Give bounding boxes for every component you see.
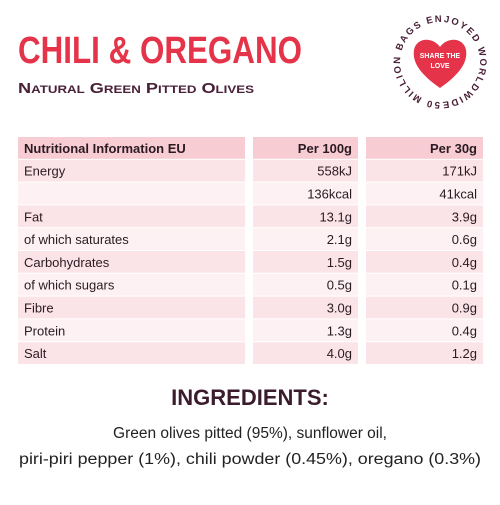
table-cell: [366, 228, 483, 250]
table-cell: [366, 319, 483, 342]
cell-text: 1.3g: [327, 323, 352, 338]
cell-text: 3.9g: [452, 209, 477, 224]
ingredients-heading: INGREDIENTS:: [171, 385, 329, 410]
header-cell: [253, 137, 358, 159]
table-cell: [18, 205, 245, 228]
cell-text: 2.1g: [327, 232, 352, 247]
table-cell: [18, 251, 245, 273]
cell-text: 0.6g: [452, 232, 477, 247]
table-cell: [366, 182, 483, 205]
cell-text: Carbohydrates: [24, 255, 110, 270]
cell-text: 0.9g: [452, 301, 477, 316]
table-cell: [366, 296, 483, 319]
table-cell: [18, 296, 245, 319]
heart: [413, 39, 467, 88]
column-header: Per 30g: [430, 141, 477, 156]
cell-text: 0.5g: [327, 278, 352, 293]
cell-text: Energy: [24, 164, 66, 179]
table-cell: [18, 159, 245, 182]
heart-text: SHARE THE: [420, 53, 461, 60]
table-cell: [253, 182, 358, 205]
nutrition-table: Nutritional Information EU Per 100g Per 30…: [18, 137, 483, 364]
cell-text: 0.4g: [452, 323, 477, 338]
table-cell: [18, 273, 245, 296]
ingredients-text: piri-piri pepper (1%), chili powder (0.4…: [19, 451, 481, 468]
table-cell: [253, 319, 358, 342]
table-cell: [253, 228, 358, 250]
table-cell: [18, 182, 245, 205]
cell-text: 3.0g: [327, 301, 352, 316]
cell-text: 41kcal: [439, 187, 477, 202]
badge: 50 MILLION BAGS ENJOYED WORLDWIDE SHARE …: [391, 11, 489, 110]
title: CHILI & OREGANO: [18, 30, 302, 72]
table-cell: [366, 342, 483, 364]
cell-text: 171kJ: [442, 164, 477, 179]
cell-text: 0.4g: [452, 255, 477, 270]
table-cell: [366, 205, 483, 228]
cell-text: 136kcal: [307, 187, 352, 202]
column-header: Nutritional Information EU: [24, 141, 186, 156]
cell-text: 1.5g: [327, 255, 352, 270]
table-cell: [253, 251, 358, 273]
heart-text: LOVE: [430, 63, 449, 70]
table-cell: [366, 159, 483, 182]
cell-text: of which saturates: [24, 232, 129, 247]
table-cell: [253, 159, 358, 182]
table-cell: [18, 228, 245, 250]
cell-text: 558kJ: [317, 164, 352, 179]
table-cell: [253, 273, 358, 296]
header-cell: [366, 137, 483, 159]
cell-text: Salt: [24, 346, 47, 361]
table-cell: [253, 205, 358, 228]
cell-text: 0.1g: [452, 278, 477, 293]
subtitle: Natural Green Pitted Olives: [18, 80, 254, 97]
ingredients-text: Green olives pitted (95%), sunflower oil…: [113, 425, 387, 442]
header-cell: [18, 137, 245, 159]
column-header: Per 100g: [298, 141, 352, 156]
cell-text: Fibre: [24, 301, 54, 316]
cell-text: 4.0g: [327, 346, 352, 361]
cell-text: 13.1g: [319, 209, 352, 224]
cell-text: Fat: [24, 209, 43, 224]
table-cell: [18, 319, 245, 342]
cell-text: of which sugars: [24, 278, 115, 293]
cell-text: 1.2g: [452, 346, 477, 361]
table-cell: [253, 296, 358, 319]
table-cell: [18, 342, 245, 364]
cell-text: Protein: [24, 323, 65, 338]
table-cell: [366, 251, 483, 273]
table-cell: [366, 273, 483, 296]
table-cell: [253, 342, 358, 364]
